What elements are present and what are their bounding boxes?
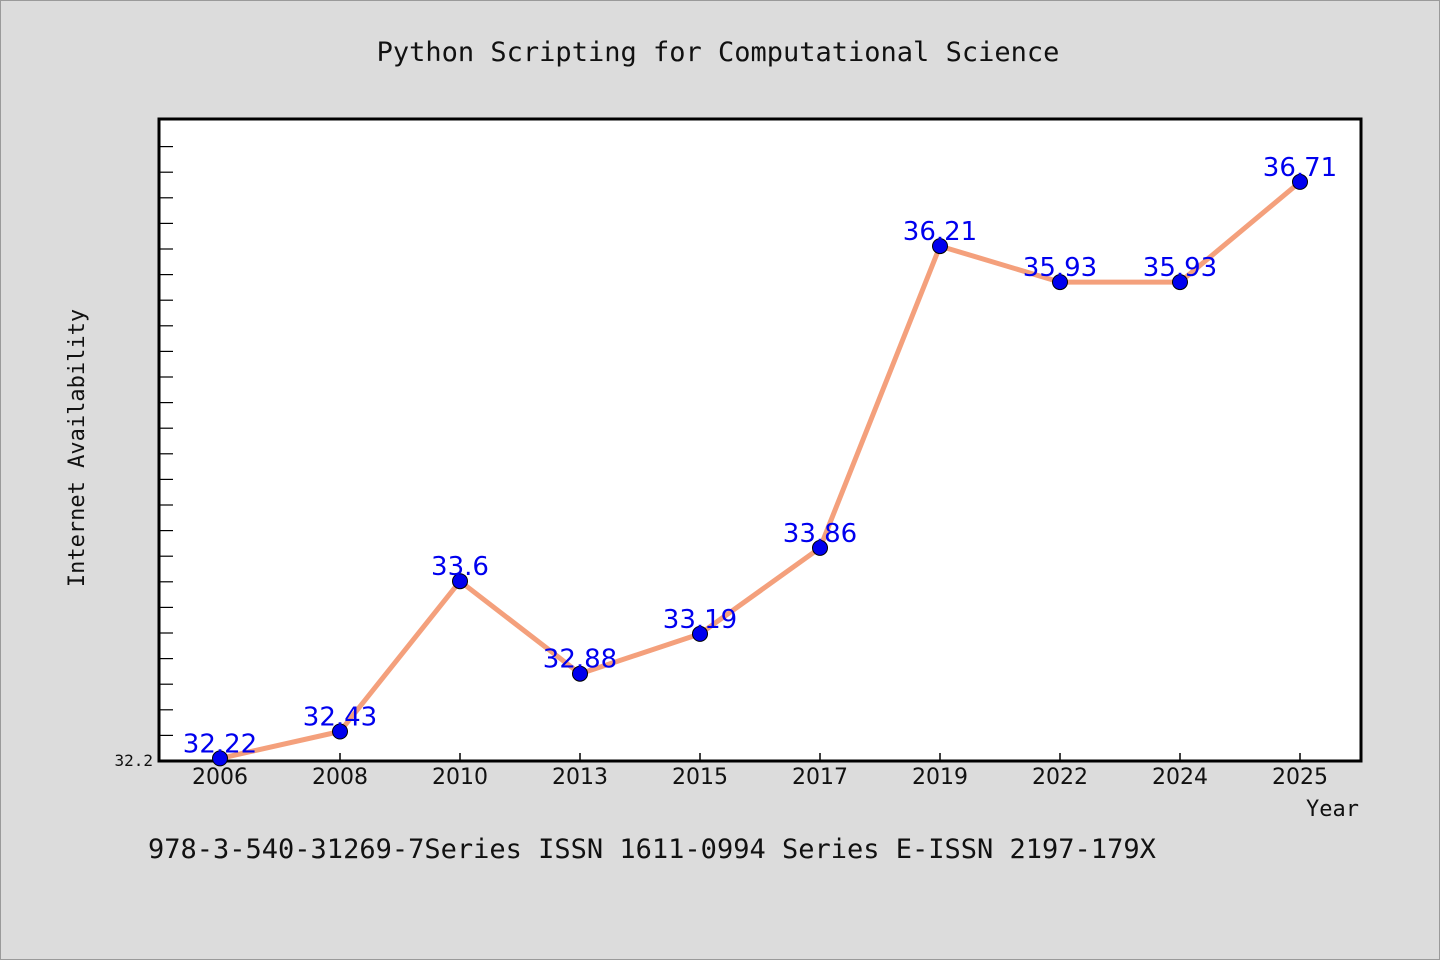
x-tick-label: 2006 (192, 765, 248, 790)
x-tick-label: 2015 (672, 765, 728, 790)
x-tick-label: 2019 (912, 765, 968, 790)
x-tick-label: 2013 (552, 765, 608, 790)
data-label: 33.6 (431, 552, 489, 582)
x-tick-label: 2008 (312, 765, 368, 790)
chart-title: Python Scripting for Computational Scien… (377, 37, 1060, 68)
data-label: 35.93 (1023, 253, 1097, 283)
data-point (212, 750, 228, 767)
data-label: 32.43 (303, 703, 377, 733)
y-axis-minor-ticks (159, 146, 173, 737)
y-tick-label: 32.2 (114, 751, 153, 770)
data-point (332, 723, 348, 740)
footer-note: 978-3-540-31269-7Series ISSN 1611-0994 S… (148, 834, 1156, 865)
data-point (1172, 274, 1188, 291)
data-labels: 32.22 32.43 33.6 32.88 33.19 33.86 36.21 35.93 3… (183, 153, 1337, 760)
data-point (572, 665, 588, 682)
data-point (812, 539, 828, 556)
x-axis-label: Year (1306, 797, 1359, 822)
data-point (932, 238, 948, 255)
x-tick-label: 2025 (1272, 765, 1328, 790)
data-label: 33.19 (663, 605, 737, 635)
data-label: 32.22 (183, 729, 257, 759)
x-axis-ticks: 2006 2008 2010 2013 2015 2017 2019 2022 2024 2025 (192, 753, 1328, 790)
data-point (692, 625, 708, 642)
x-tick-label: 2010 (432, 765, 488, 790)
data-label: 33.86 (783, 519, 857, 549)
data-label: 35.93 (1143, 253, 1217, 283)
plot-area (157, 117, 1363, 763)
data-point (452, 573, 468, 590)
x-tick-label: 2024 (1152, 765, 1208, 790)
data-label: 36.21 (903, 217, 977, 247)
series-line (217, 179, 1303, 761)
x-tick-label: 2017 (792, 765, 848, 790)
series-markers (212, 173, 1308, 767)
data-point (1052, 274, 1068, 291)
y-axis-label: Internet Availability (65, 309, 90, 587)
x-tick-label: 2022 (1032, 765, 1088, 790)
data-point (1292, 173, 1308, 190)
data-label: 32.88 (543, 645, 617, 675)
data-label: 36.71 (1263, 153, 1337, 183)
